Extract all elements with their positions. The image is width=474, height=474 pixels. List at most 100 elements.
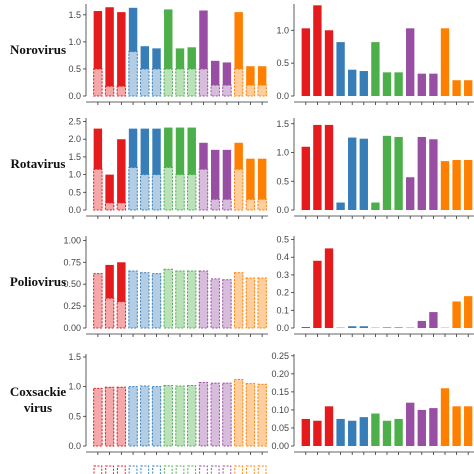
bar [382, 72, 392, 96]
bar [429, 139, 438, 210]
y-tick-label: 0.00 [63, 323, 81, 333]
dashed-bar [187, 384, 197, 447]
bar [301, 146, 310, 210]
dashed-bar [257, 277, 267, 329]
dashed-bar [151, 174, 162, 211]
bar [313, 260, 322, 328]
dashed-bar [257, 84, 267, 97]
dashed-bar [210, 382, 220, 447]
bar [394, 418, 403, 446]
bar [257, 66, 267, 96]
dashed-bar [257, 198, 267, 211]
dashed-bar [140, 272, 150, 329]
bar [210, 149, 220, 210]
dashed-bar [163, 68, 173, 97]
dashed-bar [151, 386, 162, 447]
y-tick-label: 1.0 [68, 382, 81, 392]
bar [417, 136, 426, 210]
bar [117, 262, 126, 328]
y-tick-label: 0.20 [271, 369, 289, 379]
bar [336, 42, 345, 96]
dashed-bar [210, 198, 220, 211]
bar [117, 139, 126, 210]
bar [301, 28, 310, 96]
dashed-bar [210, 84, 220, 97]
bar [382, 327, 392, 328]
bar [187, 127, 196, 210]
dashed-bar [198, 270, 209, 329]
bar [452, 301, 461, 328]
y-tick-label: 0.5 [68, 64, 81, 74]
dashed-bar [128, 51, 138, 97]
dashed-bar [93, 168, 103, 211]
dashed-bar [151, 273, 162, 329]
y-tick-label: 0.3 [276, 270, 289, 280]
bar [440, 388, 450, 446]
y-tick-label: 1.5 [276, 119, 289, 129]
bar [429, 312, 438, 328]
bar [324, 248, 334, 328]
bar [210, 60, 220, 96]
bar [382, 135, 392, 210]
legend-swatch [222, 465, 232, 474]
bar [417, 73, 426, 96]
y-tick-label: 0.25 [271, 351, 289, 361]
bar [429, 73, 438, 96]
legend-swatch [246, 465, 255, 474]
dashed-bar [222, 198, 232, 211]
dashed-bar [163, 384, 173, 447]
bar [105, 264, 114, 328]
y-tick-label: 1.0 [68, 170, 81, 180]
dashed-bar [175, 174, 185, 211]
dashed-bar [198, 68, 209, 97]
y-tick-label: 0.5 [276, 235, 289, 245]
bar [234, 12, 243, 97]
y-tick-label: 0.0 [68, 91, 81, 101]
row-label: Coxsackie [10, 384, 67, 399]
y-tick-label: 1.5 [68, 352, 81, 362]
bar [371, 42, 380, 96]
legend-swatch [140, 465, 150, 474]
dashed-bar [245, 277, 256, 329]
legend-strip [93, 465, 267, 474]
dashed-bar [163, 167, 173, 211]
bar [93, 11, 103, 97]
bar [406, 28, 415, 96]
y-tick-label: 1.00 [63, 235, 81, 245]
legend-swatch [163, 465, 173, 474]
bar [222, 149, 232, 210]
y-tick-label: 0.5 [276, 58, 289, 68]
dashed-bar [93, 68, 103, 97]
bar [152, 128, 161, 210]
dashed-bar [104, 386, 115, 447]
bar [348, 137, 357, 210]
dashed-bar [163, 268, 173, 329]
dashed-bar [257, 383, 267, 447]
y-tick-label: 0.5 [276, 176, 289, 186]
bar [336, 418, 345, 446]
bar [440, 161, 450, 210]
row-label: Rotavirus [11, 156, 66, 171]
y-tick-label: 1.5 [68, 152, 81, 162]
dashed-bar [233, 272, 244, 329]
chart-panel-left-0: 0.0 0.5 1.0 1.5 Norovirus [10, 4, 268, 105]
bar [406, 402, 415, 446]
dashed-bar [93, 273, 103, 329]
row-label: Poliovirus [10, 274, 66, 289]
y-tick-label: 0.5 [68, 411, 81, 421]
dashed-bar [116, 386, 127, 447]
dashed-bar [233, 379, 244, 447]
bar [464, 159, 473, 210]
bar [394, 136, 403, 210]
dashed-bar [222, 382, 232, 447]
bar [464, 296, 473, 328]
y-tick-label: 0.5 [68, 187, 81, 197]
dashed-bar [187, 68, 197, 97]
bar [348, 69, 357, 96]
legend-swatch [210, 465, 220, 474]
bar [140, 128, 150, 210]
bar [452, 159, 461, 210]
row-label: virus [24, 400, 52, 415]
y-tick-label: 0.0 [276, 91, 289, 101]
